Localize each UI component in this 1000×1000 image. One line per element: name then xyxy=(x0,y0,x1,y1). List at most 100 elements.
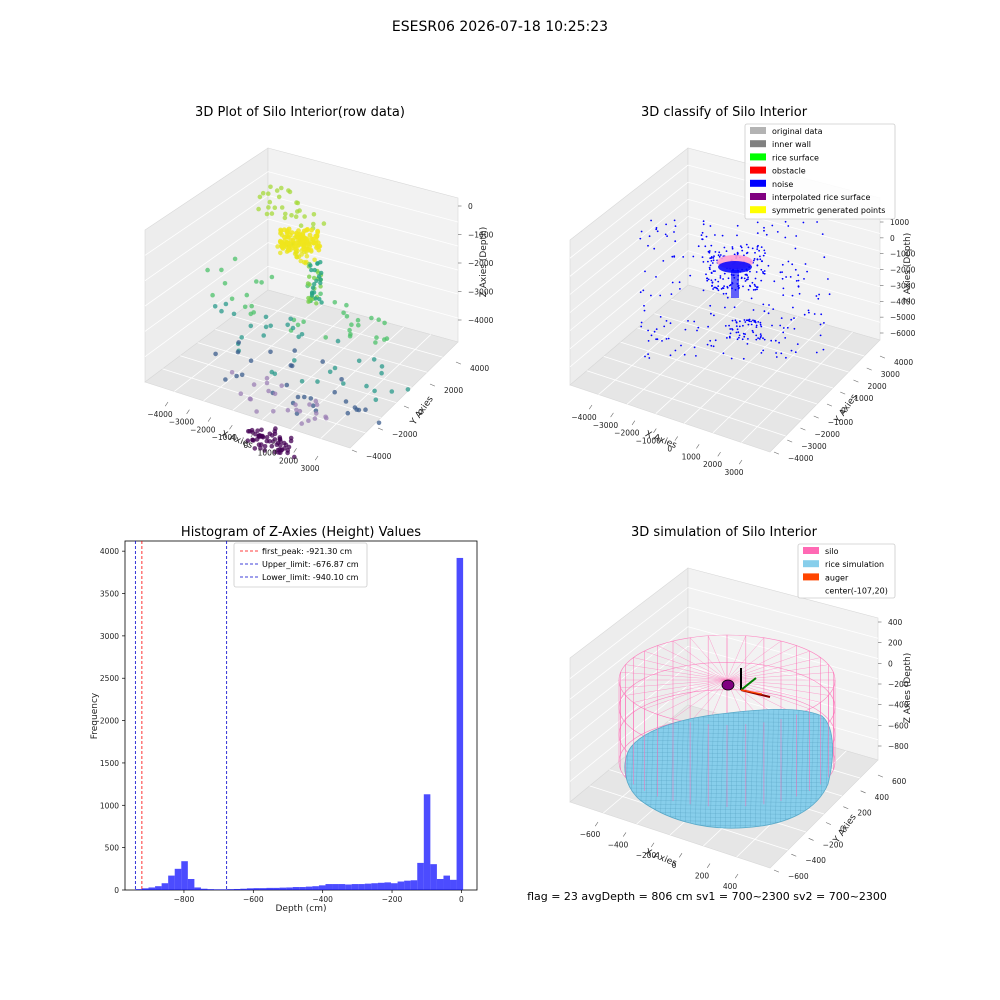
scatter-point xyxy=(376,420,382,426)
noise-point xyxy=(731,328,734,331)
noise-point xyxy=(746,343,749,345)
tick-mark xyxy=(588,404,593,410)
histogram-bar xyxy=(410,880,418,890)
scatter-point xyxy=(316,274,322,279)
noise-point xyxy=(747,276,749,279)
tick-mark xyxy=(678,853,683,858)
scatter-point xyxy=(251,382,257,387)
scatter-point xyxy=(318,291,323,297)
noise-point xyxy=(747,323,750,326)
noise-point xyxy=(784,236,787,239)
noise-point xyxy=(701,238,703,241)
noise-point xyxy=(640,325,643,328)
noise-point xyxy=(818,293,820,296)
noise-point xyxy=(721,234,724,237)
histogram-bar xyxy=(450,879,457,890)
scatter-point xyxy=(288,363,294,368)
noise-point xyxy=(661,340,663,342)
noise-point xyxy=(815,351,818,354)
noise-point xyxy=(785,356,787,359)
panel1-y-ticks: −4000 −2000 0 2000 4000 xyxy=(351,361,489,461)
scatter-point xyxy=(313,296,318,301)
noise-point xyxy=(739,320,741,323)
noise-point xyxy=(775,356,778,358)
noise-point xyxy=(781,277,784,280)
noise-point xyxy=(747,246,750,249)
scatter-point xyxy=(260,434,266,440)
gridline xyxy=(626,300,744,405)
noise-point xyxy=(669,322,672,325)
noise-point xyxy=(714,339,717,342)
noise-point xyxy=(780,352,783,355)
gridline xyxy=(569,645,689,741)
panel3-title: Histogram of Z-Axies (Height) Values xyxy=(181,525,421,540)
legend-swatch xyxy=(750,140,766,148)
legend-label: symmetric generated points xyxy=(772,206,885,215)
gridline xyxy=(569,685,689,782)
noise-point xyxy=(798,292,801,295)
scatter-point xyxy=(210,292,215,298)
legend-label: center(-107,20) xyxy=(825,587,888,596)
tick-label: 0 xyxy=(890,234,895,243)
noise-point xyxy=(823,322,825,324)
legend-label: Lower_limit: -940.10 cm xyxy=(262,573,359,582)
gridline xyxy=(687,606,879,659)
histogram-bar xyxy=(404,880,411,890)
scatter-point xyxy=(305,281,311,286)
scatter-point xyxy=(311,221,316,227)
noise-point xyxy=(794,351,797,354)
scatter-point xyxy=(269,369,275,375)
noise-point xyxy=(650,294,652,297)
noise-point xyxy=(802,221,805,224)
gridline xyxy=(586,370,786,437)
scatter-point xyxy=(307,402,312,407)
histogram-bar xyxy=(305,886,313,890)
noise-point xyxy=(737,331,740,334)
histogram-bar xyxy=(240,888,247,890)
noise-point xyxy=(710,244,713,247)
noise-point xyxy=(671,255,674,258)
noise-point xyxy=(648,235,651,238)
noise-point xyxy=(741,338,744,341)
scatter-point xyxy=(283,211,288,217)
noise-point xyxy=(669,354,672,357)
noise-point xyxy=(709,257,712,260)
noise-point xyxy=(712,288,714,290)
noise-point xyxy=(730,357,733,360)
tick-mark xyxy=(843,806,849,810)
scatter-point xyxy=(312,267,317,273)
histogram-bar xyxy=(187,878,195,890)
noise-point xyxy=(722,352,725,355)
scatter-point xyxy=(229,370,235,375)
noise-point xyxy=(714,234,716,236)
histogram-bar xyxy=(436,878,444,890)
gridline xyxy=(174,297,296,392)
scatter-point xyxy=(282,234,287,240)
tick-label: −2000 xyxy=(815,430,841,439)
legend-swatch xyxy=(750,153,766,161)
noise-point xyxy=(647,340,650,342)
noise-point xyxy=(731,247,734,250)
noise-point xyxy=(709,268,711,271)
noise-point xyxy=(680,344,682,347)
noise-point xyxy=(803,313,806,316)
scatter-point xyxy=(314,278,319,283)
panel4-zlabel: Z Axies (Depth) xyxy=(903,653,913,724)
gridline xyxy=(671,298,865,357)
noise-point xyxy=(739,245,742,248)
noise-point xyxy=(650,334,653,337)
tick-mark xyxy=(773,869,780,873)
panel-classify: 3D classify of Silo Interior −4000−3000−… xyxy=(569,105,916,477)
scatter-point xyxy=(310,285,316,290)
scatter-point xyxy=(263,314,269,320)
legend-label: Upper_limit: -676.87 cm xyxy=(262,560,359,569)
scatter-point xyxy=(332,389,338,395)
noise-point xyxy=(754,320,757,322)
noise-point xyxy=(760,268,763,271)
scatter-point xyxy=(272,205,278,210)
noise-point xyxy=(725,250,728,253)
noise-point xyxy=(749,270,751,273)
gridline xyxy=(144,242,269,332)
noise-point xyxy=(756,264,759,267)
scatter-point xyxy=(229,296,235,302)
